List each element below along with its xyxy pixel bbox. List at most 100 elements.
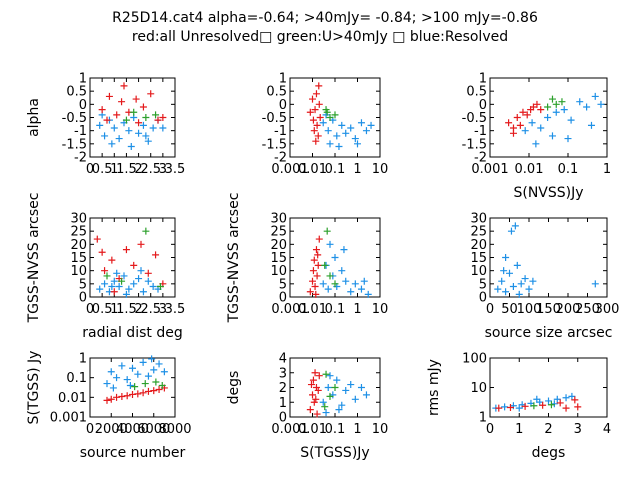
y-tick-label: 10 <box>70 264 87 279</box>
data-point-red <box>144 269 152 277</box>
data-point-blue <box>108 140 116 148</box>
x-tick-label: 10 <box>372 302 389 317</box>
data-point-green <box>552 100 560 108</box>
data-point-red <box>574 403 582 411</box>
data-point-blue <box>139 288 147 296</box>
data-point-red <box>307 381 315 389</box>
data-point-blue <box>120 272 128 280</box>
data-point-green <box>548 95 556 103</box>
data-point-red <box>315 82 323 90</box>
data-point-green <box>122 116 130 124</box>
data-point-blue <box>103 380 111 388</box>
y-tick-label: 30 <box>270 212 287 227</box>
data-point-red <box>98 106 106 114</box>
data-point-green <box>558 98 566 106</box>
data-point-blue <box>159 124 167 132</box>
data-point-red <box>139 103 147 111</box>
data-point-blue <box>115 282 123 290</box>
data-point-red <box>529 103 537 111</box>
scatter-panel-3: 0.001 0.01 0.1 1-2-1.5-1-0.500.51S(NVSS)Jy <box>462 72 612 202</box>
data-point-red <box>108 256 116 264</box>
data-point-blue <box>113 269 121 277</box>
data-point-red <box>533 100 541 108</box>
data-point-blue <box>351 135 359 143</box>
data-point-blue <box>125 285 133 293</box>
y-tick-label: 15 <box>70 251 87 266</box>
data-point-blue <box>511 222 519 230</box>
data-point-red <box>523 111 531 119</box>
y-tick-label: 0.5 <box>466 85 487 100</box>
x-tick-label: 1 <box>110 162 118 177</box>
data-point-blue <box>525 285 533 293</box>
data-point-blue <box>338 267 346 275</box>
data-point-blue <box>107 368 115 376</box>
data-point-red <box>315 235 323 243</box>
x-axis-label: source size arcsec <box>485 325 613 341</box>
data-point-blue <box>144 277 152 285</box>
data-point-red <box>132 95 140 103</box>
data-point-blue <box>506 269 513 277</box>
y-tick-label: 20 <box>70 238 87 253</box>
x-tick-label: 3 <box>159 302 167 317</box>
x-axis-label: S(NVSS)Jy <box>513 185 583 201</box>
data-point-red <box>101 267 109 275</box>
data-point-red <box>312 137 320 145</box>
data-point-green <box>152 111 160 119</box>
data-point-blue <box>347 288 355 296</box>
data-point-blue <box>591 280 599 288</box>
data-point-blue <box>335 406 343 414</box>
y-tick-label: -2 <box>274 151 287 166</box>
data-point-blue <box>576 98 584 106</box>
data-point-red <box>309 116 317 124</box>
data-point-green <box>326 272 334 280</box>
x-tick-label: 2 <box>134 162 142 177</box>
y-tick-label: 0.1 <box>66 371 87 386</box>
x-tick-label: 0 <box>86 302 94 317</box>
data-point-blue <box>148 355 156 363</box>
x-tick-label: 4000 <box>116 422 149 437</box>
data-point-green <box>547 401 555 409</box>
y-tick-label: 20 <box>270 238 287 253</box>
x-tick-label: 3 <box>159 162 167 177</box>
data-point-red <box>310 127 318 135</box>
y-tick-label: 30 <box>470 212 487 227</box>
data-point-blue <box>360 277 368 285</box>
data-point-green <box>331 111 339 119</box>
data-point-red <box>314 251 322 259</box>
y-tick-label: 0 <box>279 98 287 113</box>
data-point-blue <box>347 124 355 132</box>
data-point-blue <box>347 381 355 389</box>
y-tick-label: 10 <box>470 381 487 396</box>
data-point-blue <box>529 277 537 285</box>
data-point-red <box>154 116 162 124</box>
x-axis-label: radial dist deg <box>82 325 182 341</box>
data-point-blue <box>515 290 523 298</box>
data-point-green <box>158 381 166 389</box>
data-point-blue <box>96 285 104 293</box>
data-point-blue <box>597 100 605 108</box>
data-point-red <box>309 376 317 384</box>
x-tick-label: 1 <box>603 162 611 177</box>
y-tick-label: -1.5 <box>262 137 287 152</box>
data-point-blue <box>528 119 536 127</box>
data-point-blue <box>101 132 109 140</box>
y-tick-label: 1 <box>279 396 287 411</box>
data-point-red <box>495 404 503 412</box>
data-point-blue <box>521 275 529 283</box>
data-point-red <box>313 272 321 280</box>
data-point-red <box>130 261 138 269</box>
data-point-blue <box>515 404 523 412</box>
data-point-green <box>331 280 339 288</box>
data-point-blue <box>115 135 123 143</box>
data-point-red <box>118 393 126 401</box>
data-point-red <box>113 393 121 401</box>
y-tick-label: 10 <box>470 264 487 279</box>
y-tick-label: 0 <box>79 98 87 113</box>
data-point-red <box>314 132 322 140</box>
y-tick-label: -1 <box>74 124 87 139</box>
y-tick-label: 0 <box>279 291 287 306</box>
y-tick-label: 1 <box>79 352 87 367</box>
